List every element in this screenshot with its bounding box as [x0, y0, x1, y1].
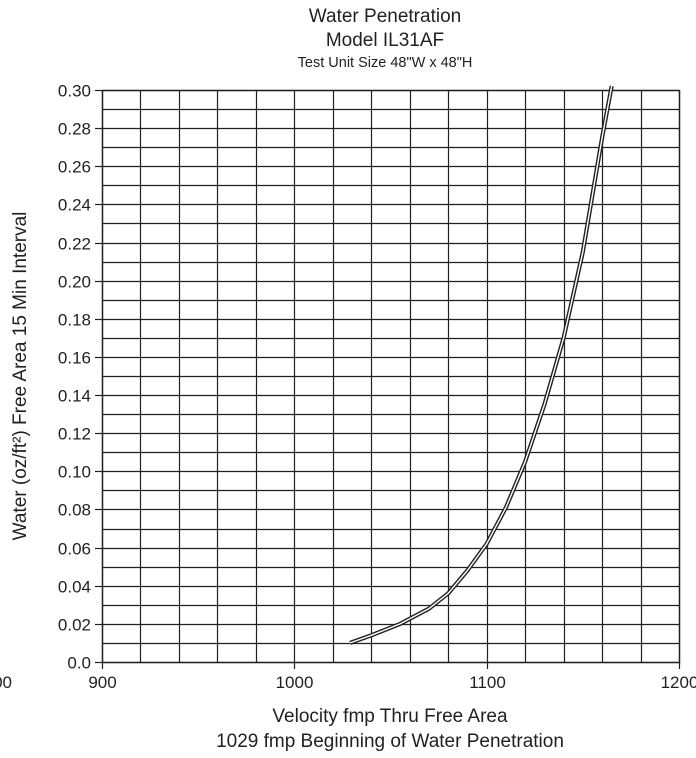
- y-tick-label: 0.18: [58, 311, 91, 330]
- y-tick-label: 0.0: [67, 654, 91, 673]
- y-tick-label: 0.06: [58, 540, 91, 559]
- x-tick-label: 1100: [469, 673, 506, 692]
- x-axis-label: Velocity fmp Thru Free Area: [272, 706, 508, 727]
- y-tick-label: 0.14: [58, 387, 91, 406]
- x-tick-label: 900: [88, 673, 116, 692]
- x-tick-label-clipped: 900: [0, 673, 12, 692]
- y-tick-label: 0.20: [58, 273, 91, 292]
- y-tick-label: 0.02: [58, 616, 91, 635]
- x-axis-sublabel: 1029 fmp Beginning of Water Penetration: [216, 731, 564, 752]
- y-tick-label: 0.16: [58, 349, 91, 368]
- y-tick-label: 0.26: [58, 158, 91, 177]
- y-tick-label: 0.04: [58, 578, 91, 597]
- grid: [101, 89, 681, 664]
- series-line-inner: [349, 85, 613, 644]
- y-tick-label: 0.12: [58, 425, 91, 444]
- series-line: [349, 85, 614, 645]
- y-tick-label: 0.30: [58, 82, 91, 101]
- y-tick-label: 0.22: [58, 235, 91, 254]
- plot-frame: [101, 89, 681, 664]
- series-layer: [349, 85, 614, 645]
- chart-subtitle-test-unit: Test Unit Size 48"W x 48"H: [297, 55, 473, 71]
- x-tick-label: 1000: [276, 673, 314, 692]
- y-axis-label: Water (oz/ft²) Free Area 15 Min Interval: [10, 212, 31, 541]
- tick-labels: 0.0 0.02 0.04 0.06 0.08 0.10 0.12 0.14 0.16 0.18 0…: [0, 82, 696, 693]
- y-tick-label: 0.08: [58, 501, 91, 520]
- chart-title: Water Penetration: [308, 6, 462, 27]
- y-tick-label: 0.10: [58, 463, 91, 482]
- axes: [95, 89, 681, 669]
- y-tick-label: 0.28: [58, 120, 91, 139]
- y-tick-label: 0.24: [58, 196, 91, 215]
- x-tick-label: 1200: [661, 673, 696, 692]
- chart-subtitle: Model IL31AF: [325, 30, 445, 51]
